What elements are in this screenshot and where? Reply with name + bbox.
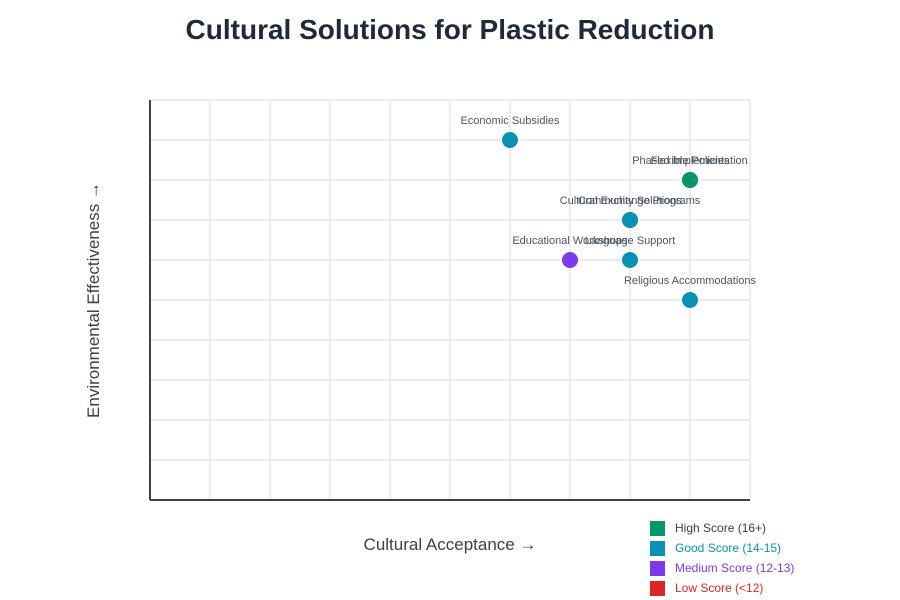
point-label-flexible-policies: Flexible Policies xyxy=(651,155,730,167)
legend-label: Good Score (14-15) xyxy=(675,541,782,555)
data-point-educational-workshops[interactable] xyxy=(562,252,578,268)
data-point-community-solutions[interactable] xyxy=(622,212,638,228)
legend-swatch xyxy=(650,540,665,556)
legend-item-high-score-16: High Score (16+) xyxy=(650,518,794,538)
data-point-flexible-policies[interactable] xyxy=(682,172,698,188)
data-point-language-support[interactable] xyxy=(622,252,638,268)
point-label-language-support: Language Support xyxy=(585,235,676,247)
legend-label: Low Score (<12) xyxy=(675,581,764,595)
legend-swatch xyxy=(650,560,665,576)
point-label-religious-accommodations: Religious Accommodations xyxy=(624,275,757,287)
axes xyxy=(149,100,750,501)
legend-label: High Score (16+) xyxy=(675,521,767,535)
legend-item-good-score-14-15: Good Score (14-15) xyxy=(650,538,794,558)
data-point-economic-subsidies[interactable] xyxy=(502,132,518,148)
point-label-phased-implementation: Phased Implementation xyxy=(632,155,748,167)
legend-label: Medium Score (12-13) xyxy=(675,561,795,575)
data-point-religious-accommodations[interactable] xyxy=(682,292,698,308)
point-label-community-solutions: Community Solutions xyxy=(578,195,682,207)
legend-item-medium-score-12-13: Medium Score (12-13) xyxy=(650,558,794,578)
y-axis-label: Environmental Effectiveness → xyxy=(84,182,103,418)
point-label-economic-subsidies: Economic Subsidies xyxy=(460,115,560,127)
legend: High Score (16+) Good Score (14-15) Medium… xyxy=(650,518,794,598)
chart-title: Cultural Solutions for Plastic Reduction xyxy=(185,14,715,45)
point-label-educational-workshops: Educational Workshops xyxy=(512,235,628,247)
points-layer: Economic Subsidies Phased ImplementationF… xyxy=(460,115,757,308)
x-axis-label: Cultural Acceptance → xyxy=(363,535,537,554)
legend-swatch xyxy=(650,520,665,536)
point-label-cultural-exchange-programs: Cultural Exchange Programs xyxy=(560,195,701,207)
legend-swatch xyxy=(650,580,665,596)
legend-item-low-score-12: Low Score (<12) xyxy=(650,578,794,598)
